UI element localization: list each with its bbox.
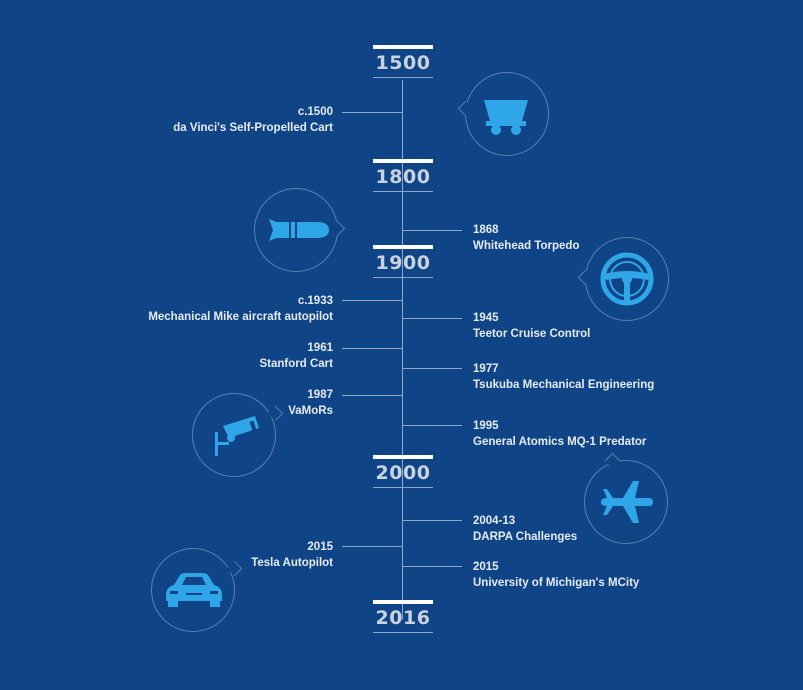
airplane-icon: [601, 481, 653, 523]
event-connector: [402, 318, 462, 319]
era-2000: 2000: [373, 455, 433, 488]
event-mq1-predator: 1995 General Atomics MQ-1 Predator: [473, 418, 646, 450]
timeline-axis: [402, 80, 403, 620]
event-title: DARPA Challenges: [473, 531, 578, 543]
event-title: da Vinci's Self-Propelled Cart: [173, 122, 333, 134]
event-vamors: 1987 VaMoRs: [288, 387, 333, 419]
event-year: 1995: [473, 420, 499, 432]
event-year: 1961: [307, 342, 333, 354]
event-title: Teetor Cruise Control: [473, 328, 591, 340]
event-title: Tesla Autopilot: [251, 557, 333, 569]
event-mechanical-mike: c.1933 Mechanical Mike aircraft autopilo…: [148, 293, 333, 325]
event-connector: [402, 368, 462, 369]
event-year: 1987: [307, 389, 333, 401]
security-camera-icon: [215, 416, 259, 456]
event-year: 1977: [473, 363, 499, 375]
event-connector: [342, 300, 402, 301]
event-connector: [402, 520, 462, 521]
event-connector: [402, 425, 462, 426]
event-title: Whitehead Torpedo: [473, 240, 580, 252]
steering-wheel-bubble: [577, 237, 669, 321]
event-connector: [342, 112, 402, 113]
event-title: Stanford Cart: [259, 358, 333, 370]
event-teetor-cruise-control: 1945 Teetor Cruise Control: [473, 310, 590, 342]
car-bubble: [151, 548, 243, 632]
era-label: 1500: [375, 52, 431, 74]
event-title: Tsukuba Mechanical Engineering: [473, 379, 655, 391]
event-year: c.1933: [297, 295, 333, 307]
cart-icon: [484, 100, 528, 135]
event-year: c.1500: [297, 106, 333, 118]
event-darpa-challenges: 2004-13 DARPA Challenges: [473, 513, 577, 545]
event-year: 1868: [473, 224, 499, 236]
era-label: 1900: [375, 252, 431, 274]
era-1900: 1900: [373, 245, 433, 278]
event-connector: [342, 395, 402, 396]
era-2016: 2016: [373, 600, 433, 633]
event-connector: [342, 546, 402, 547]
torpedo-bubble: [254, 188, 346, 272]
event-title: University of Michigan's MCity: [473, 577, 640, 589]
event-connector: [402, 566, 462, 567]
event-year: 2004-13: [473, 515, 516, 527]
event-title: General Atomics MQ-1 Predator: [473, 436, 647, 448]
event-year: 2015: [473, 561, 499, 573]
event-da-vinci-cart: c.1500 da Vinci's Self-Propelled Cart: [173, 104, 333, 136]
cart-bubble: [457, 72, 549, 156]
security-camera-bubble: [192, 393, 284, 477]
era-label: 1800: [375, 166, 431, 188]
event-year: 1945: [473, 312, 499, 324]
era-1500: 1500: [373, 45, 433, 78]
era-1800: 1800: [373, 159, 433, 192]
car-icon: [166, 573, 222, 607]
event-connector: [342, 348, 402, 349]
steering-wheel-icon: [600, 252, 654, 306]
airplane-bubble: [584, 452, 668, 544]
event-year: 2015: [307, 541, 333, 553]
event-tesla-autopilot: 2015 Tesla Autopilot: [251, 539, 333, 571]
event-stanford-cart: 1961 Stanford Cart: [260, 340, 333, 372]
event-whitehead-torpedo: 1868 Whitehead Torpedo: [473, 222, 579, 254]
era-label: 2000: [375, 462, 431, 484]
event-tsukuba: 1977 Tsukuba Mechanical Engineering: [473, 361, 654, 393]
event-title: Mechanical Mike aircraft autopilot: [148, 311, 333, 323]
era-label: 2016: [375, 607, 431, 629]
event-connector: [402, 230, 462, 231]
event-title: VaMoRs: [288, 405, 333, 417]
event-mcity: 2015 University of Michigan's MCity: [473, 559, 639, 591]
torpedo-icon: [269, 219, 329, 241]
